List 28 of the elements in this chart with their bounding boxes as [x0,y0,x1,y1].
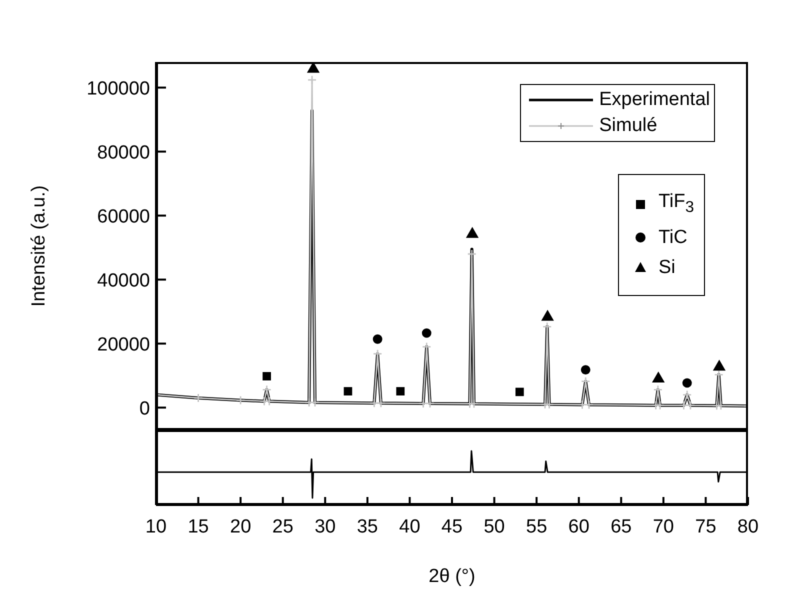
x-tick-label: 15 [188,516,209,538]
legend-label: Si [658,256,676,280]
y-tick-label: 80000 [97,142,150,164]
x-tick-label: 20 [230,516,252,538]
x-tick-label: 30 [314,516,336,538]
x-tick-label: 50 [484,516,505,538]
x-tick-label: 75 [695,516,716,538]
x-tick-label: 55 [526,516,548,538]
legend-label: Experimental [599,88,710,112]
y-tick-label: 20000 [97,334,150,356]
y-axis-title: Intensité (a.u.) [28,185,50,307]
x-axis-title: 2θ (°) [428,566,476,587]
legend-label: Simulé [599,114,658,138]
legend-label: TiC [658,226,688,250]
y-tick-label: 40000 [97,270,150,292]
x-tick-label: 40 [399,516,420,538]
y-tick-label: 100000 [86,78,150,100]
y-tick-label: 0 [139,398,150,420]
x-tick-label: 35 [356,516,378,538]
legend-label: TiF$_{3}$ [658,190,694,218]
x-tick-label: 80 [737,516,759,538]
x-tick-label: 25 [272,516,294,538]
x-tick-label: 45 [441,516,463,538]
y-tick-label: 60000 [97,206,150,228]
x-tick-label: 60 [568,516,590,538]
x-tick-label: 10 [145,516,167,538]
x-tick-label: 70 [652,516,674,538]
x-tick-label: 65 [610,516,632,538]
